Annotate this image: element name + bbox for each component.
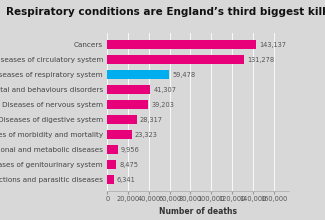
Bar xyxy=(107,100,148,109)
Bar xyxy=(107,70,169,79)
Text: 6,341: 6,341 xyxy=(117,177,136,183)
Text: 59,478: 59,478 xyxy=(172,72,195,78)
X-axis label: Number of deaths: Number of deaths xyxy=(159,207,237,216)
Text: 143,137: 143,137 xyxy=(259,42,286,48)
Bar xyxy=(107,160,116,169)
Text: 39,203: 39,203 xyxy=(151,102,174,108)
Bar xyxy=(107,55,244,64)
Bar xyxy=(107,115,137,124)
Bar xyxy=(107,145,118,154)
Text: 131,278: 131,278 xyxy=(247,57,274,63)
Bar xyxy=(107,85,150,94)
Bar xyxy=(107,40,256,50)
Text: 8,475: 8,475 xyxy=(119,162,138,168)
Text: 28,317: 28,317 xyxy=(140,117,163,123)
Bar xyxy=(107,175,114,184)
Bar xyxy=(107,130,132,139)
Text: Respiratory conditions are England’s third biggest killer¹: Respiratory conditions are England’s thi… xyxy=(6,7,325,16)
Text: 41,307: 41,307 xyxy=(153,87,176,93)
Text: 23,323: 23,323 xyxy=(135,132,158,138)
Text: 9,956: 9,956 xyxy=(121,147,139,153)
